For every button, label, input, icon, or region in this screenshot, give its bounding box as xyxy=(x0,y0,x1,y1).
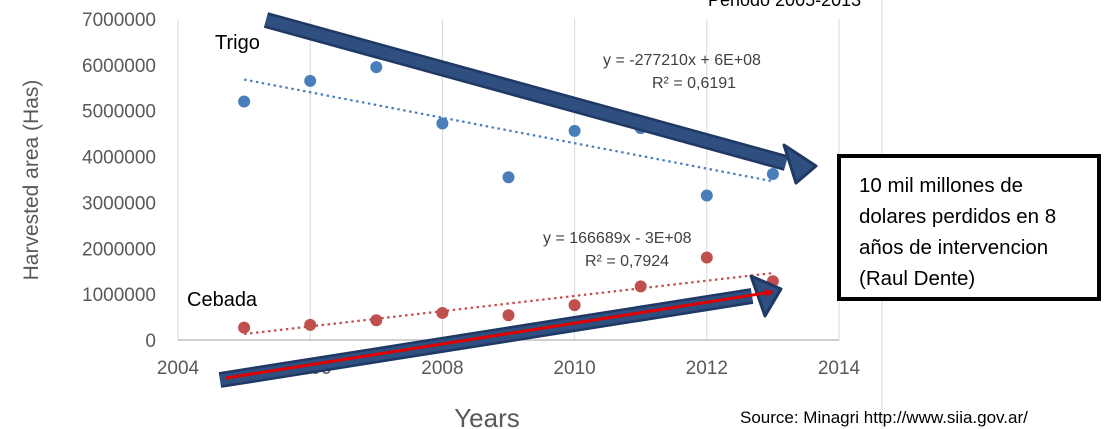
cebada-data-point xyxy=(502,309,515,322)
callout-text: 10 mil millones de dolares perdidos en 8… xyxy=(859,174,1057,290)
y-tick-label: 5000000 xyxy=(82,102,156,123)
cebada-data-point xyxy=(304,318,317,331)
trigo-data-point xyxy=(700,189,713,202)
trigo-data-point xyxy=(436,117,449,130)
x-tick-label: 2004 xyxy=(157,358,200,379)
cebada-data-point xyxy=(568,299,581,312)
source-note: Source: Minagri http://www.siia.gov.ar/ xyxy=(740,408,1028,427)
trigo-data-point xyxy=(568,124,581,137)
x-tick-label: 2008 xyxy=(421,358,463,379)
cebada-data-point xyxy=(238,321,251,334)
cebada-data-point xyxy=(634,280,647,293)
cebada-trendline-equation: y = 166689x - 3E+08 xyxy=(543,230,692,247)
trigo-data-point xyxy=(304,74,317,87)
cebada-r-squared: R² = 0,7924 xyxy=(585,253,669,270)
down-arrow-annotation xyxy=(263,12,818,185)
trigo-data-point xyxy=(766,167,779,180)
y-axis-tick-labels: 0 1000000 2000000 3000000 4000000 5000000 6000… xyxy=(82,10,156,352)
trigo-data-point xyxy=(370,61,383,74)
x-tick-label: 2012 xyxy=(686,358,728,379)
y-tick-label: 4000000 xyxy=(82,148,156,169)
up-arrow-annotation xyxy=(218,274,783,388)
cebada-trendline xyxy=(243,271,774,336)
series-label-trigo: Trigo xyxy=(215,32,260,54)
trigo-data-point xyxy=(238,95,251,108)
series-label-cebada: Cebada xyxy=(187,289,258,311)
y-tick-label: 1000000 xyxy=(82,285,156,306)
x-tick-label: 2010 xyxy=(553,358,595,379)
y-tick-label: 2000000 xyxy=(82,239,156,260)
trendlines xyxy=(243,78,774,336)
y-tick-label: 3000000 xyxy=(82,193,156,214)
y-tick-label: 6000000 xyxy=(82,56,156,77)
data-points xyxy=(238,61,779,334)
x-tick-label: 2014 xyxy=(818,358,861,379)
y-axis-label: Harvested area (Has) xyxy=(20,80,43,281)
cebada-data-point xyxy=(700,251,713,264)
trigo-data-point xyxy=(502,171,515,184)
trigo-r-squared: R² = 0,6191 xyxy=(652,75,736,92)
y-tick-label: 0 xyxy=(145,331,156,352)
callout-box: 10 mil millones de dolares perdidos en 8… xyxy=(837,154,1101,301)
cebada-data-point xyxy=(370,314,383,327)
trigo-trendline-equation: y = -277210x + 6E+08 xyxy=(603,52,761,69)
chart-title-partial: Periodo 2005-2013 xyxy=(708,0,861,10)
x-axis-label: Years xyxy=(454,403,520,429)
y-tick-label: 7000000 xyxy=(82,10,156,31)
cebada-data-point xyxy=(436,306,449,319)
